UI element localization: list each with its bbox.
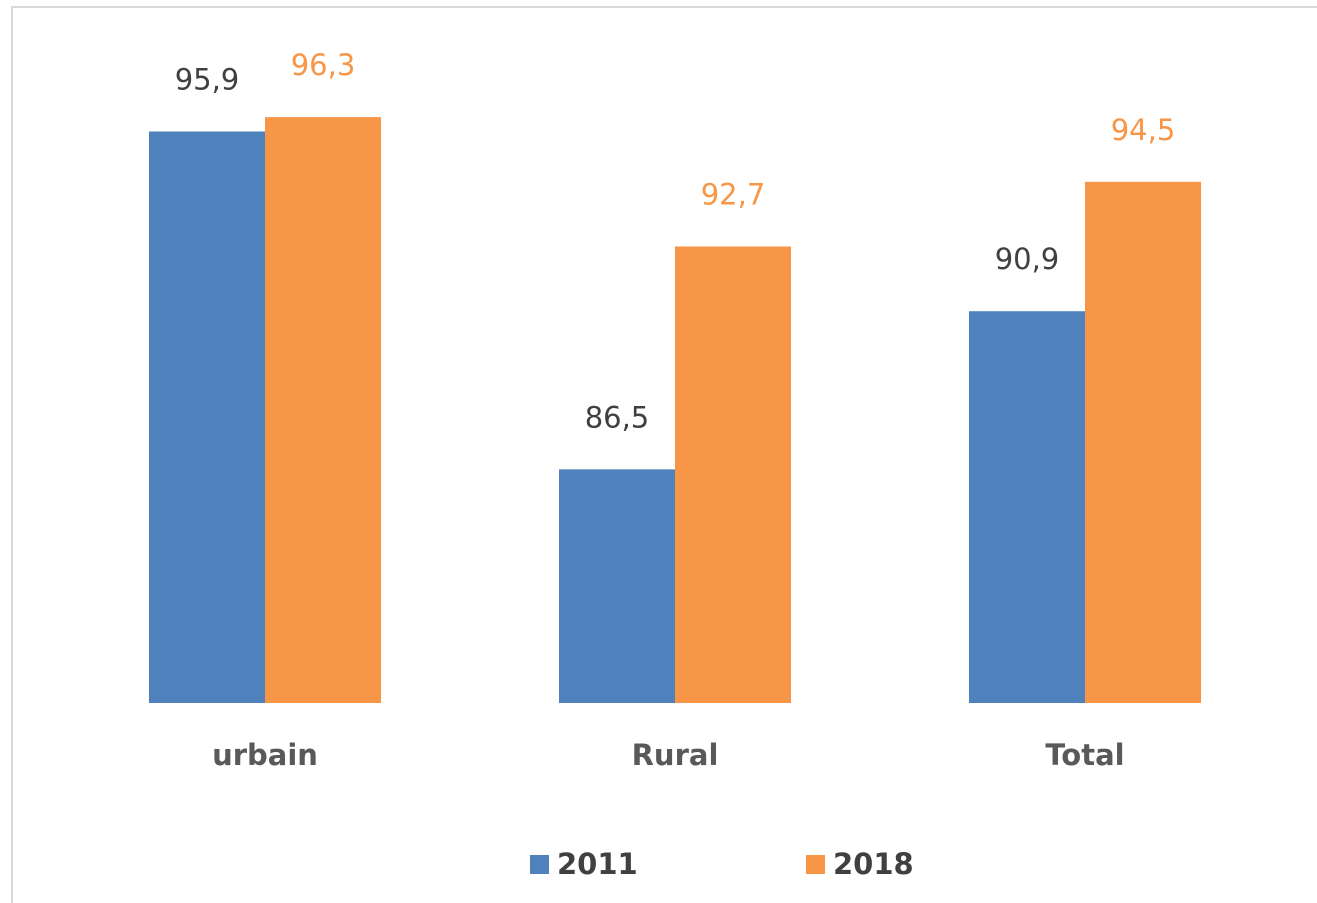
data-label: 86,5: [585, 400, 650, 434]
legend-label: 2018: [833, 847, 914, 881]
bar: [558, 469, 675, 703]
data-label: 94,5: [1111, 113, 1176, 147]
legend-swatch: [530, 855, 549, 874]
bar: [265, 117, 382, 704]
bar: [968, 311, 1085, 703]
data-label: 90,9: [995, 242, 1060, 276]
bar: [1085, 181, 1202, 704]
bar: [148, 131, 265, 703]
data-label: 96,3: [291, 48, 356, 82]
data-label: 95,9: [175, 62, 240, 96]
data-label: 92,7: [701, 178, 766, 212]
x-tick-label: Rural: [632, 738, 719, 772]
legend-label: 2011: [557, 847, 638, 881]
chart-border: [11, 6, 1317, 903]
x-tick-label: Total: [1045, 738, 1124, 772]
legend-swatch: [806, 855, 825, 874]
x-tick-label: urbain: [212, 738, 318, 772]
bar: [675, 246, 792, 703]
